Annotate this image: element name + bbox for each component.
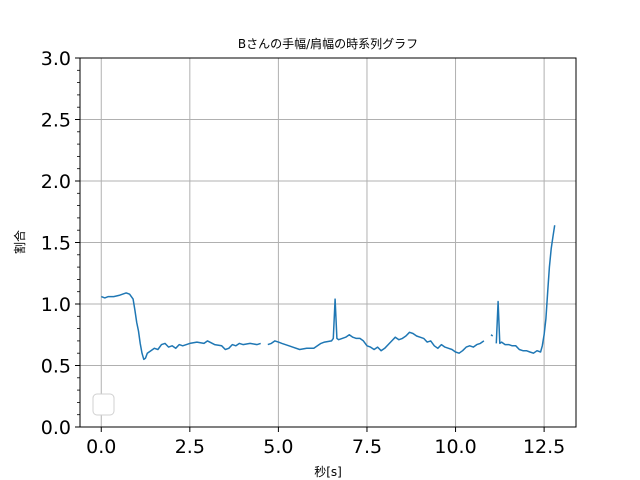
x-tick-label: 2.5	[175, 436, 205, 458]
x-tick-label: 5.0	[263, 436, 293, 458]
y-tick-label: 1.5	[41, 233, 71, 255]
y-tick-label: 1.0	[41, 294, 71, 316]
x-tick-label: 7.5	[352, 436, 382, 458]
y-tick-label: 0.5	[41, 356, 71, 378]
x-axis-label: 秒[s]	[314, 465, 342, 479]
x-tick-label: 10.0	[434, 436, 476, 458]
y-tick-label: 3.0	[41, 48, 71, 70]
chart-title: Bさんの手幅/肩幅の時系列グラフ	[238, 36, 418, 51]
data-series	[101, 225, 556, 361]
series-line-segment	[495, 225, 556, 354]
grid	[80, 57, 576, 428]
ticks: 0.0 0.5 1.0 1.5 2.0 2.5 3.0 0.0 2.5 5.0 7.5 10.0 12.…	[41, 48, 565, 458]
series-line-segment	[101, 292, 261, 361]
series-line-segment	[267, 298, 485, 354]
y-tick-label: 0.0	[41, 417, 71, 439]
x-tick-label: 12.5	[523, 436, 565, 458]
y-tick-label: 2.5	[41, 110, 71, 132]
x-tick-label: 0.0	[86, 436, 116, 458]
y-tick-label: 2.0	[41, 171, 71, 193]
y-axis-label: 割合	[12, 230, 27, 254]
legend-box	[92, 393, 115, 416]
series-line-segment	[490, 334, 494, 337]
